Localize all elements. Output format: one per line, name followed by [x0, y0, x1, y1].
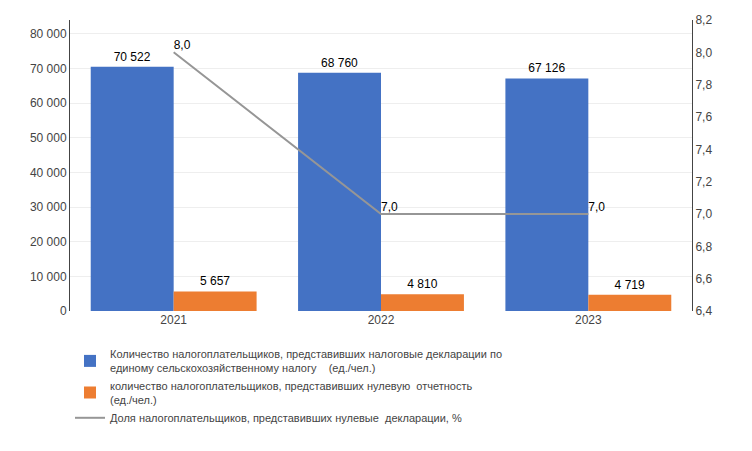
svg-text:6,8: 6,8 [695, 240, 712, 254]
svg-text:67 126: 67 126 [528, 61, 565, 75]
svg-text:70 522: 70 522 [114, 50, 151, 64]
svg-text:4 810: 4 810 [407, 277, 437, 291]
svg-text:50 000: 50 000 [30, 131, 67, 145]
svg-text:6,6: 6,6 [695, 272, 712, 286]
svg-text:7,0: 7,0 [381, 200, 398, 214]
svg-text:2023: 2023 [575, 313, 602, 327]
svg-text:7,0: 7,0 [588, 200, 605, 214]
svg-text:5 657: 5 657 [200, 274, 230, 288]
svg-text:4 719: 4 719 [615, 278, 645, 292]
svg-text:20 000: 20 000 [30, 235, 67, 249]
svg-text:7,6: 7,6 [695, 110, 712, 124]
svg-text:7,0: 7,0 [695, 207, 712, 221]
svg-text:7,4: 7,4 [695, 143, 712, 157]
svg-text:8,2: 8,2 [695, 13, 712, 27]
svg-text:0: 0 [60, 304, 67, 318]
svg-text:7,2: 7,2 [695, 175, 712, 189]
svg-text:68 760: 68 760 [321, 56, 358, 70]
svg-text:8,0: 8,0 [695, 46, 712, 60]
svg-text:2021: 2021 [160, 313, 187, 327]
svg-text:70 000: 70 000 [30, 62, 67, 76]
svg-text:Доля налогоплательщиков, предс: Доля налогоплательщиков, представивших н… [110, 412, 462, 424]
svg-text:80 000: 80 000 [30, 27, 67, 41]
svg-text:8,0: 8,0 [174, 38, 191, 52]
svg-text:40 000: 40 000 [30, 166, 67, 180]
svg-text:количество налогоплательщиков,: количество налогоплательщиков, представи… [110, 380, 472, 406]
svg-text:2022: 2022 [368, 313, 395, 327]
svg-text:6,4: 6,4 [695, 304, 712, 318]
svg-text:Количество налогоплательщиков,: Количество налогоплательщиков, представи… [110, 348, 502, 374]
svg-text:10 000: 10 000 [30, 270, 67, 284]
svg-text:7,8: 7,8 [695, 78, 712, 92]
svg-text:30 000: 30 000 [30, 200, 67, 214]
svg-text:60 000: 60 000 [30, 96, 67, 110]
